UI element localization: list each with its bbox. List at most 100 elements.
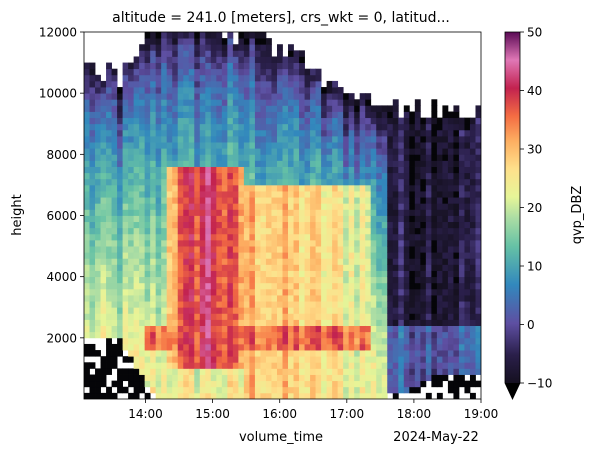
heatmap-cell xyxy=(254,252,261,259)
heatmap-cell xyxy=(370,166,377,174)
heatmap-cell xyxy=(188,343,195,351)
heatmap-cell xyxy=(254,99,261,106)
heatmap-cell xyxy=(199,246,206,253)
heatmap-cell xyxy=(381,154,388,161)
heatmap-cell xyxy=(354,142,361,149)
heatmap-cell xyxy=(376,129,383,137)
heatmap-cell xyxy=(249,87,256,94)
heatmap-cell xyxy=(442,276,449,284)
heatmap-cell xyxy=(271,246,278,253)
heatmap-cell xyxy=(447,191,454,198)
heatmap-cell xyxy=(194,276,201,284)
heatmap-cell xyxy=(166,246,173,253)
heatmap-cell xyxy=(337,172,344,180)
heatmap-cell xyxy=(288,87,294,94)
heatmap-cell xyxy=(409,362,416,369)
heatmap-cell xyxy=(133,160,140,167)
heatmap-cell xyxy=(249,270,256,278)
heatmap-cell xyxy=(144,160,151,167)
heatmap-cell xyxy=(332,362,339,369)
heatmap-cell xyxy=(343,276,350,284)
heatmap-cell xyxy=(293,337,300,345)
heatmap-cell xyxy=(359,123,366,131)
heatmap-cell xyxy=(95,117,101,125)
heatmap-cell xyxy=(299,215,305,223)
heatmap-cell xyxy=(354,203,361,210)
heatmap-cell xyxy=(95,301,101,308)
heatmap-cell xyxy=(343,233,350,241)
heatmap-cell xyxy=(122,264,129,271)
heatmap-cell xyxy=(155,135,162,143)
heatmap-cell xyxy=(216,148,223,155)
heatmap-cell xyxy=(282,178,289,186)
heatmap-cell xyxy=(155,105,162,112)
heatmap-cell xyxy=(106,142,112,149)
heatmap-cell xyxy=(431,362,438,369)
heatmap-cell xyxy=(387,191,394,198)
heatmap-cell xyxy=(111,111,118,119)
heatmap-cell xyxy=(271,203,278,210)
heatmap-cell xyxy=(376,282,383,290)
heatmap-cell xyxy=(133,227,140,235)
heatmap-cell xyxy=(337,288,344,296)
heatmap-cell xyxy=(199,307,206,314)
heatmap-cell xyxy=(144,227,151,235)
heatmap-cell xyxy=(381,172,388,180)
heatmap-cell xyxy=(249,160,256,167)
heatmap-cell xyxy=(403,135,410,143)
heatmap-cell xyxy=(293,374,300,382)
heatmap-cell xyxy=(299,246,305,253)
heatmap-cell xyxy=(111,276,118,284)
heatmap-cell xyxy=(337,331,344,339)
heatmap-cell xyxy=(381,160,388,167)
heatmap-cell xyxy=(89,111,96,119)
heatmap-cell xyxy=(227,44,234,51)
heatmap-cell xyxy=(282,288,289,296)
heatmap-cell xyxy=(249,56,256,63)
heatmap-cell xyxy=(183,325,190,333)
heatmap-cell xyxy=(271,123,278,131)
heatmap-cell xyxy=(376,148,383,155)
heatmap-cell xyxy=(359,295,366,302)
heatmap-cell xyxy=(100,331,107,339)
heatmap-cell xyxy=(299,325,305,333)
heatmap-cell xyxy=(249,44,256,51)
heatmap-cell xyxy=(376,197,383,204)
heatmap-cell xyxy=(343,325,350,333)
heatmap-cell xyxy=(403,331,410,339)
heatmap-cell xyxy=(469,380,476,388)
heatmap-cell xyxy=(276,129,283,137)
heatmap-cell xyxy=(84,380,90,388)
y-tick-label: 4000 xyxy=(46,270,77,284)
heatmap-cell xyxy=(469,276,476,284)
heatmap-cell xyxy=(293,178,300,186)
heatmap-cell xyxy=(436,276,443,284)
heatmap-cell xyxy=(431,221,438,229)
heatmap-cell xyxy=(188,227,195,235)
heatmap-cell xyxy=(150,123,157,131)
heatmap-cell xyxy=(260,313,267,320)
heatmap-cell xyxy=(453,264,460,271)
heatmap-cell xyxy=(161,258,168,265)
heatmap-cell xyxy=(161,215,168,223)
heatmap-cell xyxy=(117,123,123,131)
heatmap-cell xyxy=(139,276,146,284)
heatmap-cell xyxy=(155,295,162,302)
heatmap-cell xyxy=(221,56,228,63)
heatmap-cell xyxy=(172,32,179,39)
heatmap-cell xyxy=(403,191,410,198)
heatmap-cell xyxy=(166,68,173,76)
heatmap-cell xyxy=(161,288,168,296)
heatmap-cell xyxy=(414,166,421,174)
heatmap-cell xyxy=(442,307,449,314)
heatmap-cell xyxy=(431,270,438,278)
heatmap-cell xyxy=(431,105,438,112)
heatmap-cell xyxy=(354,160,361,167)
heatmap-cell xyxy=(475,356,481,363)
heatmap-cell xyxy=(464,191,471,198)
heatmap-cell xyxy=(475,197,481,204)
heatmap-cell xyxy=(106,252,112,259)
heatmap-cell xyxy=(392,282,399,290)
heatmap-cell xyxy=(232,123,239,131)
heatmap-cell xyxy=(276,337,283,345)
